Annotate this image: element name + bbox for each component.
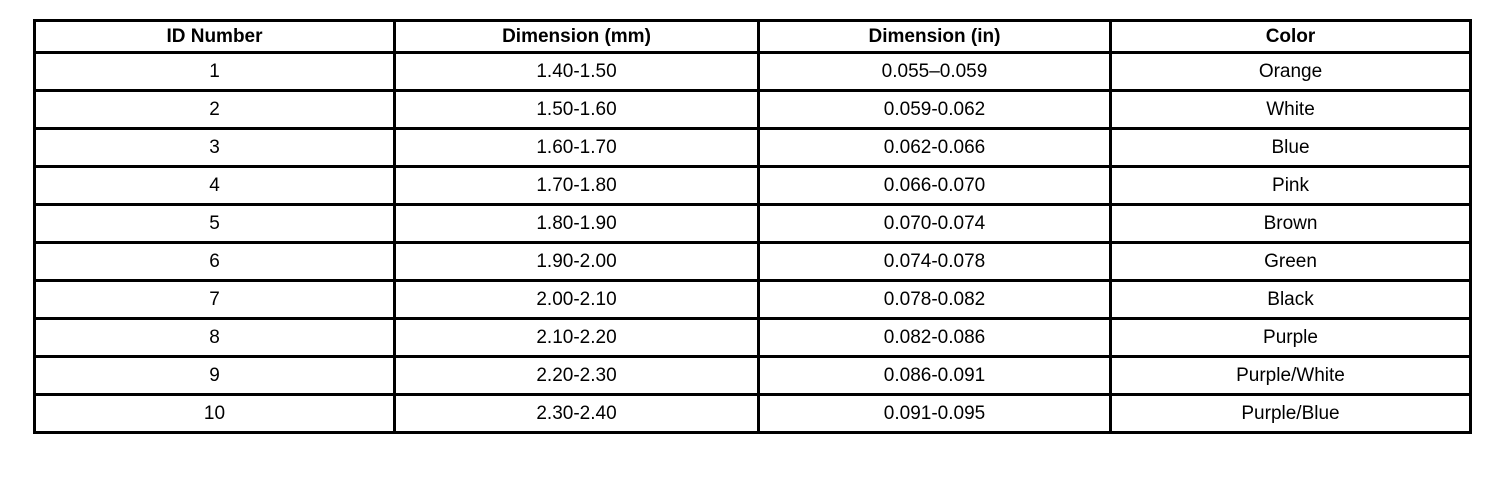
id-number-cell: 3 [33,127,396,168]
color-cell: Purple/White [1109,355,1472,396]
id-number-cell: 7 [33,279,396,320]
dimension-in-cell: 0.070-0.074 [757,203,1112,244]
table-row: 2 1.50-1.60 0.059-0.062 White [33,89,1472,130]
dimension-in-cell: 0.082-0.086 [757,317,1112,358]
dimension-mm-cell: 1.80-1.90 [393,203,760,244]
table-row: 7 2.00-2.10 0.078-0.082 Black [33,279,1472,320]
dimension-mm-cell: 1.40-1.50 [393,51,760,92]
shim-dimension-table: ID Number Dimension (mm) Dimension (in) … [33,19,1472,434]
dimension-mm-cell: 2.00-2.10 [393,279,760,320]
id-number-cell: 2 [33,89,396,130]
id-number-cell: 4 [33,165,396,206]
header-dimension-in: Dimension (in) [757,19,1112,54]
id-number-cell: 6 [33,241,396,282]
id-number-cell: 8 [33,317,396,358]
dimension-mm-cell: 1.60-1.70 [393,127,760,168]
id-number-cell: 10 [33,393,396,434]
color-cell: Purple/Blue [1109,393,1472,434]
color-cell: Orange [1109,51,1472,92]
table-row: 4 1.70-1.80 0.066-0.070 Pink [33,165,1472,206]
dimension-in-cell: 0.091-0.095 [757,393,1112,434]
color-cell: Pink [1109,165,1472,206]
dimension-in-cell: 0.055–0.059 [757,51,1112,92]
id-number-cell: 1 [33,51,396,92]
dimension-mm-cell: 1.90-2.00 [393,241,760,282]
header-color: Color [1109,19,1472,54]
table-row: 8 2.10-2.20 0.082-0.086 Purple [33,317,1472,358]
table-row: 1 1.40-1.50 0.055–0.059 Orange [33,51,1472,92]
dimension-mm-cell: 1.50-1.60 [393,89,760,130]
header-id-number: ID Number [33,19,396,54]
table-row: 5 1.80-1.90 0.070-0.074 Brown [33,203,1472,244]
dimension-in-cell: 0.062-0.066 [757,127,1112,168]
header-dimension-mm: Dimension (mm) [393,19,760,54]
color-cell: Blue [1109,127,1472,168]
color-cell: Brown [1109,203,1472,244]
id-number-cell: 5 [33,203,396,244]
dimension-in-cell: 0.078-0.082 [757,279,1112,320]
color-cell: Green [1109,241,1472,282]
table-row: 6 1.90-2.00 0.074-0.078 Green [33,241,1472,282]
dimension-mm-cell: 1.70-1.80 [393,165,760,206]
header-row: ID Number Dimension (mm) Dimension (in) … [33,19,1472,54]
dimension-in-cell: 0.086-0.091 [757,355,1112,396]
dimension-mm-cell: 2.20-2.30 [393,355,760,396]
table-row: 9 2.20-2.30 0.086-0.091 Purple/White [33,355,1472,396]
dimension-in-cell: 0.074-0.078 [757,241,1112,282]
color-cell: Black [1109,279,1472,320]
dimension-mm-cell: 2.10-2.20 [393,317,760,358]
table-row: 3 1.60-1.70 0.062-0.066 Blue [33,127,1472,168]
id-number-cell: 9 [33,355,396,396]
dimension-in-cell: 0.059-0.062 [757,89,1112,130]
dimension-in-cell: 0.066-0.070 [757,165,1112,206]
color-cell: White [1109,89,1472,130]
dimension-mm-cell: 2.30-2.40 [393,393,760,434]
table-row: 10 2.30-2.40 0.091-0.095 Purple/Blue [33,393,1472,434]
color-cell: Purple [1109,317,1472,358]
